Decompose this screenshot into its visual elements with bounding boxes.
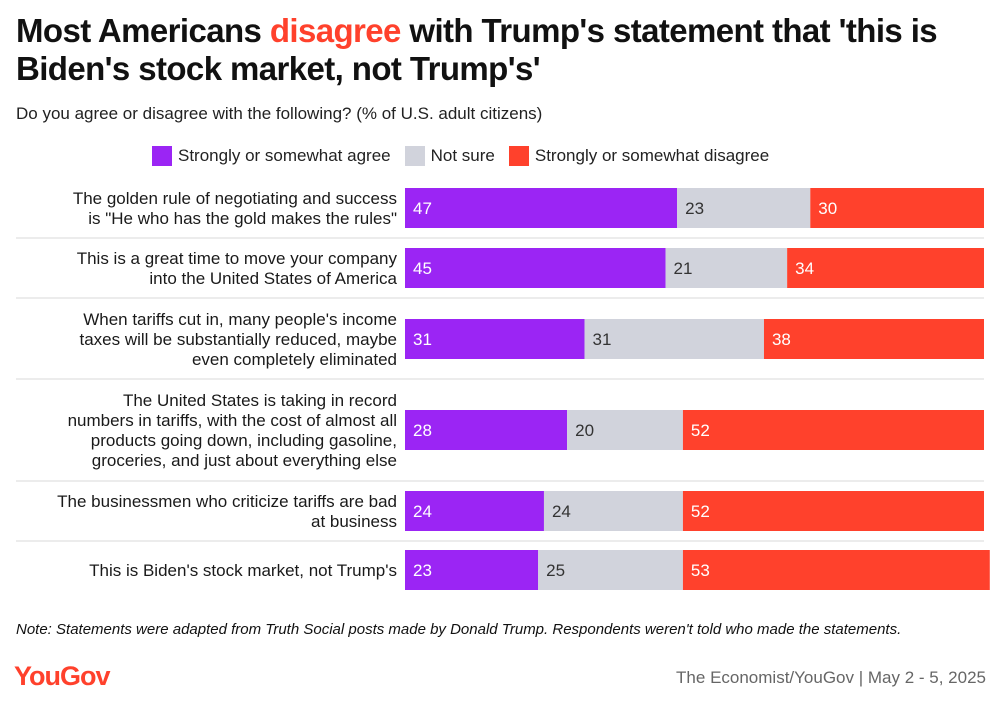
legend-swatch-disagree [508,146,529,166]
bar-value-label: 28 [413,421,432,440]
bar-segment [543,491,683,531]
title-highlight: disagree [269,12,402,49]
legend-label-disagree: Strongly or somewhat disagree [534,146,770,165]
bar-value-label: 31 [592,330,611,349]
bar-value-label: 30 [818,199,837,218]
bar-segment [405,491,544,531]
title-part-1: Most Americans [16,12,270,49]
yougov-logo: YouGov [14,661,111,691]
row-label: This is a great time to move your compan… [77,249,398,288]
bar-segment [538,550,683,590]
bar-segment [682,410,984,450]
bar-segment [682,491,984,531]
bar-segment [787,248,984,288]
bar-value-label: 24 [413,502,432,521]
legend-swatch-agree [152,146,172,166]
bar-segment [405,410,568,450]
legend-item-agree: Strongly or somewhat agree [152,146,391,166]
bar-segment [665,248,788,288]
bar-value-label: 20 [575,421,594,440]
legend-swatch-not-sure [404,146,425,166]
chart-title: Most Americans disagree with Trump's sta… [16,12,986,88]
bar-segment [405,248,666,288]
legend-label-agree: Strongly or somewhat agree [178,146,391,165]
bar-value-label: 25 [546,561,565,580]
row-label: When tariffs cut in, many people's incom… [80,310,398,369]
bar-value-label: 31 [413,330,432,349]
source-credit: The Economist/YouGov | May 2 - 5, 2025 [676,668,986,687]
legend-item-not-sure: Not sure [404,146,495,166]
bar-value-label: 23 [685,199,704,218]
legend-label-not-sure: Not sure [430,146,495,165]
bar-segment [677,188,811,228]
stacked-bar-chart: The golden rule of negotiating and succe… [16,188,990,590]
row-label: The businessmen who criticize tariffs ar… [57,492,397,531]
bar-segment [682,550,990,590]
row-label: The golden rule of negotiating and succe… [73,189,397,228]
chart-subtitle: Do you agree or disagree with the follow… [16,104,543,123]
bar-value-label: 38 [772,330,791,349]
title-part-2: with Trump's statement that 'this is Bid… [16,12,938,87]
footnote: Note: Statements were adapted from Truth… [16,621,902,638]
bar-value-label: 47 [413,199,432,218]
row-label: The United States is taking in record num… [68,391,397,470]
bar-value-label: 52 [691,421,710,440]
bar-value-label: 24 [552,502,571,521]
bar-value-label: 23 [413,561,432,580]
bar-segment [567,410,683,450]
legend: Strongly or somewhat agree Not sure Stro… [152,144,783,168]
bar-value-label: 45 [413,259,432,278]
bar-segment [405,319,585,359]
bar-value-label: 53 [691,561,710,580]
bar-segment [763,319,984,359]
bar-segment [405,550,539,590]
bar-segment [810,188,984,228]
bar-value-label: 21 [674,259,693,278]
bar-value-label: 34 [795,259,814,278]
row-label: This is Biden's stock market, not Trump'… [89,561,397,580]
bar-segment [584,319,764,359]
bar-segment [405,188,678,228]
bar-value-label: 52 [691,502,710,521]
legend-item-disagree: Strongly or somewhat disagree [508,146,770,166]
